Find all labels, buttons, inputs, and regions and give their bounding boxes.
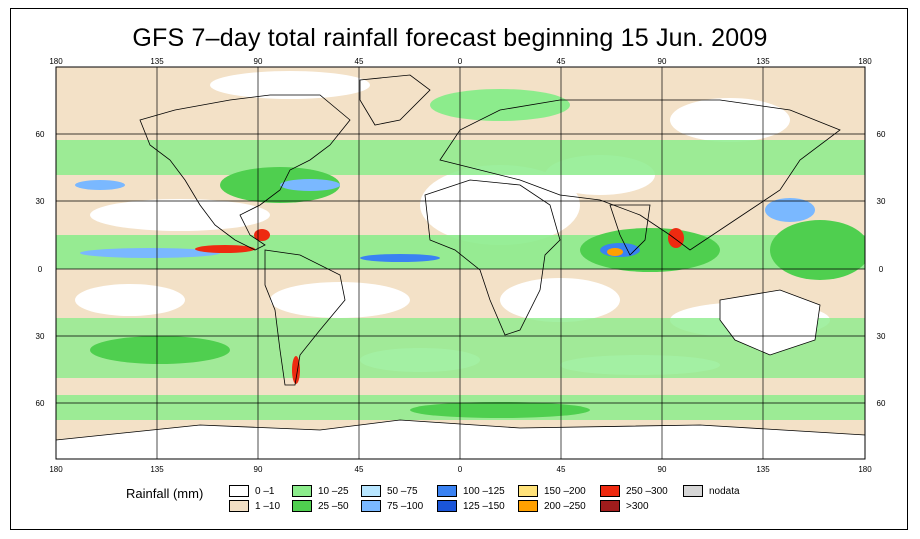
lat-tick-label: 0 bbox=[38, 265, 43, 274]
legend-item: 0 –1 bbox=[229, 485, 274, 497]
lon-tick-label: 180 bbox=[49, 57, 63, 66]
legend-title: Rainfall (mm) bbox=[126, 486, 204, 501]
lon-tick-label: 135 bbox=[150, 57, 164, 66]
lat-tick-label: 0 bbox=[879, 265, 884, 274]
legend-item: 100 –125 bbox=[437, 485, 505, 497]
legend-item: 1 –10 bbox=[229, 500, 280, 512]
legend-label: 150 –200 bbox=[544, 485, 586, 497]
legend-label: 10 –25 bbox=[318, 485, 349, 497]
legend-item: 50 –75 bbox=[361, 485, 418, 497]
legend-label: 50 –75 bbox=[387, 485, 418, 497]
legend-label: >300 bbox=[626, 500, 649, 512]
legend-label: 75 –100 bbox=[387, 500, 424, 512]
rainfall-field bbox=[56, 67, 865, 459]
lon-tick-label: 45 bbox=[355, 465, 364, 474]
legend-label: 250 –300 bbox=[626, 485, 668, 497]
lat-tick-label: 30 bbox=[36, 332, 45, 341]
lat-tick-label: 60 bbox=[877, 130, 886, 139]
legend-label: 0 –1 bbox=[255, 485, 275, 497]
graticule bbox=[56, 67, 865, 459]
lon-labels-bottom: 180 135 90 45 0 45 90 135 180 bbox=[49, 465, 872, 474]
lon-tick-label: 0 bbox=[458, 57, 463, 66]
lon-tick-label: 135 bbox=[756, 57, 770, 66]
legend-item: 10 –25 bbox=[292, 485, 349, 497]
lon-tick-label: 90 bbox=[254, 57, 263, 66]
lat-tick-label: 60 bbox=[36, 130, 45, 139]
legend-item: nodata bbox=[683, 485, 740, 497]
legend-label: 100 –125 bbox=[463, 485, 505, 497]
lon-tick-label: 0 bbox=[458, 465, 463, 474]
legend-swatch bbox=[361, 485, 381, 497]
legend-item: 200 –250 bbox=[518, 500, 586, 512]
legend-swatch bbox=[437, 500, 457, 512]
lat-tick-label: 60 bbox=[36, 399, 45, 408]
lon-tick-label: 135 bbox=[756, 465, 770, 474]
legend-item: 150 –200 bbox=[518, 485, 586, 497]
legend-item: >300 bbox=[600, 500, 649, 512]
lon-tick-label: 45 bbox=[355, 57, 364, 66]
lat-tick-label: 60 bbox=[877, 399, 886, 408]
lon-tick-label: 90 bbox=[658, 465, 667, 474]
lat-labels-right: 60 30 0 30 60 bbox=[877, 130, 886, 408]
legend-swatch bbox=[229, 500, 249, 512]
lon-tick-label: 180 bbox=[858, 57, 872, 66]
lon-tick-label: 135 bbox=[150, 465, 164, 474]
lon-tick-label: 180 bbox=[858, 465, 872, 474]
lat-tick-label: 30 bbox=[877, 197, 886, 206]
legend-label: nodata bbox=[709, 485, 740, 497]
lat-tick-label: 30 bbox=[36, 197, 45, 206]
legend-label: 1 –10 bbox=[255, 500, 281, 512]
map-title: GFS 7–day total rainfall forecast beginn… bbox=[132, 24, 768, 52]
legend-swatch bbox=[292, 500, 312, 512]
legend-swatch bbox=[600, 500, 620, 512]
lat-labels-left: 60 30 0 30 60 bbox=[36, 130, 45, 408]
lon-tick-label: 180 bbox=[49, 465, 63, 474]
lon-labels-top: 180 135 90 45 0 45 90 135 180 bbox=[49, 57, 872, 66]
lon-tick-label: 90 bbox=[658, 57, 667, 66]
legend-swatch bbox=[683, 485, 703, 497]
legend-swatch bbox=[437, 485, 457, 497]
legend-swatch bbox=[361, 500, 381, 512]
legend-swatch bbox=[229, 485, 249, 497]
lat-tick-label: 30 bbox=[877, 332, 886, 341]
lon-tick-label: 45 bbox=[557, 465, 566, 474]
map-border bbox=[55, 66, 866, 460]
lon-tick-label: 45 bbox=[557, 57, 566, 66]
legend-swatch bbox=[518, 485, 538, 497]
legend-label: 25 –50 bbox=[318, 500, 349, 512]
legend-swatch bbox=[518, 500, 538, 512]
legend-item: 250 –300 bbox=[600, 485, 668, 497]
lon-tick-label: 90 bbox=[254, 465, 263, 474]
figure-frame bbox=[10, 8, 908, 530]
legend-item: 125 –150 bbox=[437, 500, 505, 512]
legend-item: 75 –100 bbox=[361, 500, 423, 512]
legend-swatch bbox=[292, 485, 312, 497]
legend-swatch bbox=[600, 485, 620, 497]
legend-label: 200 –250 bbox=[544, 500, 586, 512]
legend-item: 25 –50 bbox=[292, 500, 349, 512]
legend-label: 125 –150 bbox=[463, 500, 505, 512]
